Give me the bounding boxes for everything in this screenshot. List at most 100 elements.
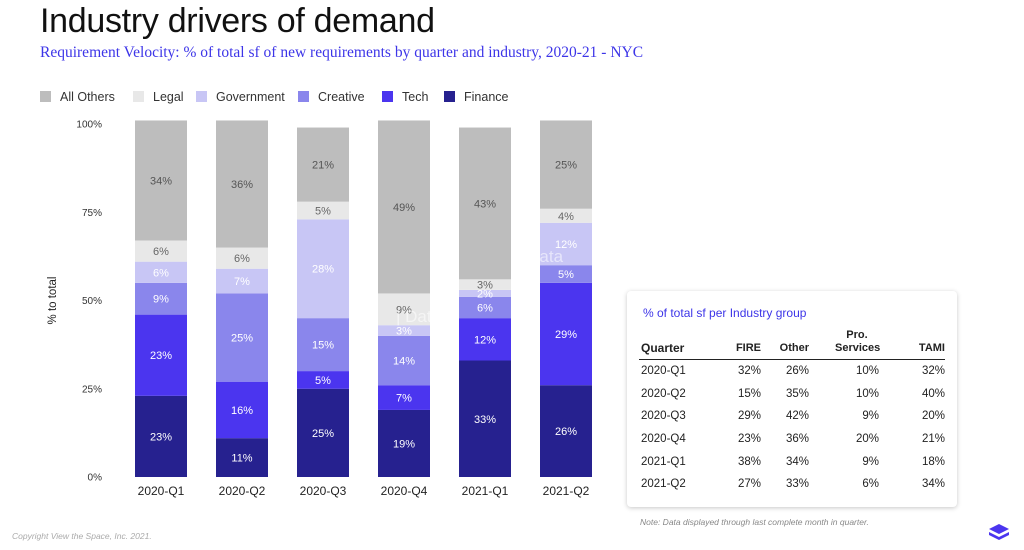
data-label: 6% bbox=[153, 246, 169, 258]
table-row: 2020-Q1 32% 26% 10% 32% bbox=[639, 360, 945, 383]
bar-segment-all-others bbox=[297, 127, 349, 202]
x-tick-label: 2020-Q1 bbox=[138, 484, 185, 498]
table-header-tami: TAMI bbox=[918, 342, 945, 354]
legend-swatch bbox=[196, 91, 207, 102]
bar-segment-all-others bbox=[540, 120, 592, 209]
data-label: 2% bbox=[477, 288, 493, 300]
footnote: Note: Data displayed through last comple… bbox=[640, 517, 869, 527]
bar-segment-all-others bbox=[216, 120, 268, 248]
table-cell-quarter: 2020-Q3 bbox=[641, 410, 686, 423]
data-label: 29% bbox=[555, 329, 577, 341]
data-label: 12% bbox=[474, 334, 496, 346]
data-label: 14% bbox=[393, 356, 415, 368]
data-label: 25% bbox=[555, 160, 577, 172]
table-cell-pro-services: 20% bbox=[855, 433, 879, 446]
table-header-fire: FIRE bbox=[735, 342, 761, 354]
table-cell-tami: 21% bbox=[921, 433, 945, 446]
data-label: 21% bbox=[312, 160, 334, 172]
bar-segment-creative bbox=[378, 335, 430, 386]
table-cell-pro-services: 10% bbox=[855, 365, 879, 378]
table-cell-other: 35% bbox=[785, 387, 809, 400]
table-row: 2020-Q4 23% 36% 20% 21% bbox=[639, 428, 945, 451]
bar-segment-tech bbox=[297, 371, 349, 389]
copyright-text: Copyright View the Space, Inc. 2021. bbox=[12, 531, 152, 541]
bar-segment-legal bbox=[459, 279, 511, 290]
bar-segment-finance bbox=[135, 395, 187, 477]
data-label: 23% bbox=[150, 350, 172, 362]
data-label: 9% bbox=[153, 294, 169, 306]
legend-swatch bbox=[444, 91, 455, 102]
bar-segment-creative bbox=[135, 282, 187, 315]
bar-segment-finance bbox=[459, 360, 511, 477]
legend-label: Creative bbox=[318, 90, 365, 104]
data-label: 7% bbox=[234, 276, 250, 288]
data-label: 43% bbox=[474, 198, 496, 210]
y-tick-label: 0% bbox=[88, 473, 103, 484]
data-label: 9% bbox=[396, 304, 412, 316]
chart-subtitle: Requirement Velocity: % of total sf of n… bbox=[40, 44, 644, 61]
bar-segment-government bbox=[459, 289, 511, 297]
table-cell-tami: 34% bbox=[921, 478, 945, 491]
table-row: 2021-Q2 27% 33% 6% 34% bbox=[639, 473, 945, 496]
bar-segment-creative bbox=[297, 318, 349, 372]
legend-label: All Others bbox=[60, 90, 115, 104]
legend-label: Government bbox=[216, 90, 285, 104]
data-label: 5% bbox=[315, 375, 331, 387]
data-label: 25% bbox=[231, 333, 253, 345]
data-label: 28% bbox=[312, 264, 334, 276]
table-cell-pro-services: 6% bbox=[862, 478, 879, 491]
stacked-bar-chart: All Others Legal Government Creative Tech Fin… bbox=[40, 90, 592, 498]
data-label: 7% bbox=[396, 393, 412, 405]
watermark-text: | Data bbox=[518, 247, 564, 266]
bar-segment-legal bbox=[135, 240, 187, 262]
data-label: 11% bbox=[231, 453, 252, 465]
data-label: 49% bbox=[393, 202, 415, 214]
bar-segment-finance bbox=[540, 385, 592, 477]
data-label: 33% bbox=[474, 414, 496, 426]
data-label: 34% bbox=[150, 175, 172, 187]
industry-group-table: Quarter FIRE Other Pro. Services TAMI 20… bbox=[639, 329, 945, 496]
table-cell-pro-services: 9% bbox=[862, 410, 879, 423]
y-axis-label: % to total bbox=[47, 277, 59, 325]
table-cell-pro-services: 10% bbox=[855, 387, 879, 400]
x-tick-label: 2020-Q4 bbox=[381, 484, 428, 498]
bar-segment-tech bbox=[135, 314, 187, 396]
data-label: 15% bbox=[312, 340, 334, 352]
table-cell-tami: 18% bbox=[921, 455, 945, 468]
table-cell-other: 26% bbox=[785, 365, 809, 378]
table-header-pro-services-label: Pro. Services bbox=[835, 329, 881, 354]
bar-segment-government bbox=[378, 325, 430, 336]
bar-segment-legal bbox=[378, 293, 430, 326]
table-cell-quarter: 2020-Q1 bbox=[641, 365, 686, 378]
bar-segment-government bbox=[540, 222, 592, 266]
bar-segment-legal bbox=[216, 247, 268, 269]
table-header-row: Quarter FIRE Other Pro. Services TAMI bbox=[639, 329, 945, 360]
table-header-pro-services: Pro. Services bbox=[809, 329, 889, 360]
data-label: 16% bbox=[231, 405, 253, 417]
x-tick-label: 2020-Q3 bbox=[300, 484, 347, 498]
data-label: 6% bbox=[153, 267, 169, 279]
table-cell-quarter: 2020-Q4 bbox=[641, 433, 686, 446]
industry-group-table-card: % of total sf per Industry group Quarter… bbox=[627, 291, 957, 507]
table-row: 2021-Q1 38% 34% 9% 18% bbox=[639, 450, 945, 473]
x-tick-label: 2021-Q1 bbox=[462, 484, 509, 498]
data-label: 5% bbox=[315, 205, 331, 217]
x-tick-label: 2021-Q2 bbox=[543, 484, 590, 498]
y-tick-label: 50% bbox=[82, 296, 102, 307]
data-label: 25% bbox=[312, 428, 334, 440]
bar-segment-tech bbox=[459, 318, 511, 361]
legend-label: Legal bbox=[153, 90, 184, 104]
data-label: 6% bbox=[234, 253, 250, 265]
data-label: 6% bbox=[477, 303, 493, 315]
table-cell-fire: 32% bbox=[737, 365, 761, 378]
data-label: 12% bbox=[555, 239, 577, 251]
data-label: 3% bbox=[396, 326, 412, 338]
bar-segment-finance bbox=[378, 409, 430, 477]
legend-swatch bbox=[40, 91, 51, 102]
legend-label: Tech bbox=[402, 90, 428, 104]
bar-segment-legal bbox=[297, 201, 349, 220]
bar-segment-creative bbox=[540, 265, 592, 283]
page-title: Industry drivers of demand bbox=[40, 2, 435, 40]
bar-segment-government bbox=[216, 268, 268, 294]
bar-segment-tech bbox=[216, 381, 268, 439]
